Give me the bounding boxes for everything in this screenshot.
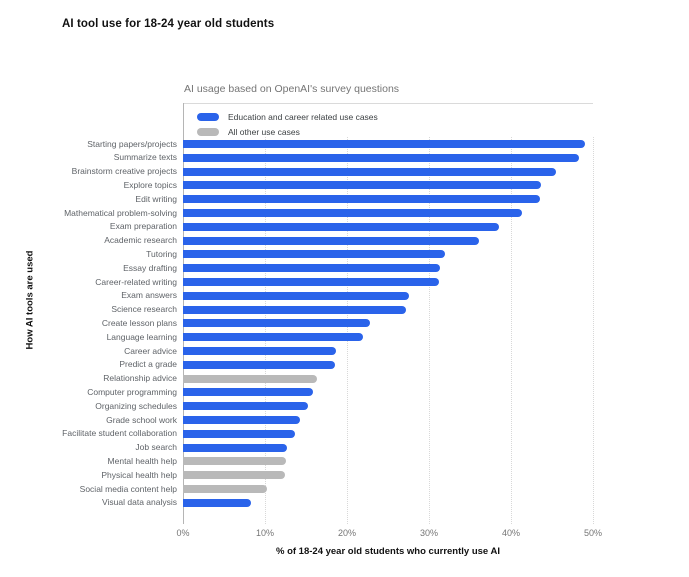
bar — [183, 195, 540, 204]
page-title: AI tool use for 18-24 year old students — [62, 18, 275, 30]
category-label: Visual data analysis — [102, 497, 177, 508]
category-label: Academic research — [104, 235, 177, 246]
bar — [183, 264, 441, 273]
legend-swatch — [197, 128, 219, 136]
category-label: Summarize texts — [113, 152, 177, 163]
category-label: Mathematical problem-solving — [64, 207, 177, 218]
plot-area: Education and career related use cases Al… — [183, 103, 594, 524]
bar — [183, 471, 285, 480]
x-tick-label: 20% — [337, 528, 356, 538]
category-label: Exam answers — [121, 290, 177, 301]
bar — [183, 181, 542, 190]
bar — [183, 443, 288, 452]
x-tick-label: 30% — [419, 528, 438, 538]
legend: Education and career related use cases Al… — [197, 112, 378, 142]
category-label: Exam preparation — [109, 221, 177, 232]
bar — [183, 457, 286, 466]
category-label: Career advice — [124, 345, 177, 356]
bar — [183, 305, 407, 314]
bar — [183, 402, 308, 411]
bar — [183, 416, 301, 424]
bar — [183, 140, 585, 148]
gridline — [429, 137, 430, 524]
x-tick-label: 40% — [501, 528, 520, 538]
bar — [183, 153, 580, 162]
category-label: Edit writing — [135, 193, 177, 204]
x-axis-label: % of 18-24 year old students who current… — [275, 546, 500, 557]
category-label: Language learning — [106, 331, 177, 342]
category-label: Physical health help — [101, 469, 177, 480]
bar — [183, 374, 317, 383]
gridline — [347, 137, 348, 524]
bar — [183, 250, 445, 259]
plot-top-border — [183, 103, 593, 104]
bar — [183, 347, 337, 355]
bar — [183, 209, 522, 217]
bar — [183, 333, 363, 342]
category-labels: Starting papers/projects Summarize texts B… — [0, 0, 177, 577]
x-tick-label: 10% — [255, 528, 274, 538]
bar — [183, 291, 410, 300]
category-label: Relationship advice — [103, 373, 177, 384]
category-label: Career-related writing — [95, 276, 177, 287]
x-tick-label: 0% — [176, 528, 190, 538]
category-label: Starting papers/projects — [87, 138, 177, 149]
bar — [183, 319, 370, 328]
legend-label: All other use cases — [228, 127, 300, 137]
gridline — [593, 137, 594, 524]
category-label: Grade school work — [106, 414, 177, 425]
legend-label: Education and career related use cases — [228, 112, 378, 122]
bar — [183, 236, 480, 245]
category-label: Facilitate student collaboration — [62, 428, 177, 439]
category-label: Science research — [111, 304, 177, 315]
x-tick-label: 50% — [583, 528, 602, 538]
category-label: Brainstorm creative projects — [71, 166, 177, 177]
category-label: Social media content help — [79, 483, 177, 494]
bar — [183, 278, 439, 286]
bar — [183, 167, 557, 176]
category-label: Mental health help — [107, 455, 177, 466]
category-label: Essay drafting — [123, 262, 177, 273]
legend-item: All other use cases — [197, 127, 378, 137]
category-label: Tutoring — [146, 248, 177, 259]
category-label: Predict a grade — [119, 359, 177, 370]
category-label: Create lesson plans — [101, 317, 177, 328]
legend-swatch — [197, 113, 219, 121]
bar — [183, 388, 314, 397]
category-label: Explore topics — [123, 179, 177, 190]
bar — [183, 429, 295, 438]
bar — [183, 222, 499, 231]
chart-title: AI usage based on OpenAI's survey questi… — [184, 83, 400, 95]
legend-item: Education and career related use cases — [197, 112, 378, 122]
category-label: Computer programming — [87, 386, 177, 397]
gridline — [265, 137, 266, 524]
bar — [183, 360, 335, 369]
bar — [183, 485, 267, 493]
bar — [183, 498, 252, 507]
category-label: Job search — [135, 442, 177, 453]
gridline — [511, 137, 512, 524]
category-label: Organizing schedules — [95, 400, 177, 411]
